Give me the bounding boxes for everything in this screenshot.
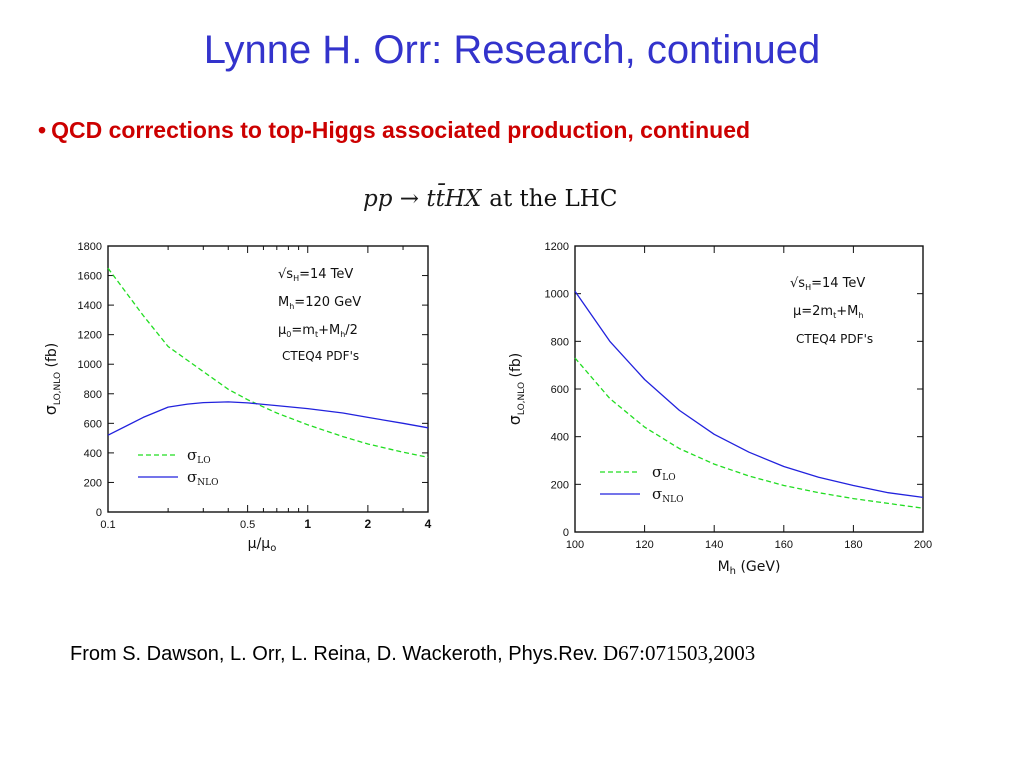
chart-higgs-mass-dependence: 0 200 400 600 800 1000 1200 100 120 140 160 180 200… [505, 241, 932, 577]
citation-ref: D67:071503,2003 [602, 641, 756, 665]
annotation-higgs-mass: Mh=120 GeV [278, 295, 361, 311]
chart-scale-dependence: 0 200 400 600 800 1000 1200 1400 1600 1800 0.1 0.5… [41, 241, 432, 554]
x-tick-label: 2 [365, 517, 372, 531]
legend-label-lo: σLO [652, 463, 676, 483]
annotation-pdf: CTEQ4 PDF's [282, 349, 359, 363]
y-tick-label: 400 [551, 432, 569, 444]
series-line-lo [574, 357, 924, 509]
y-title-unit: (fb) [508, 353, 524, 382]
series-line-lo [107, 267, 429, 458]
series-lines-left [107, 267, 429, 458]
y-tick-label: 800 [84, 389, 102, 401]
citation-text: From S. Dawson, L. Orr, L. Reina, D. Wac… [70, 643, 598, 665]
legend-left: σLO σNLO [138, 446, 218, 488]
x-axis-title-left: μ/μo [248, 536, 277, 554]
series-line-nlo [574, 290, 924, 499]
y-tick-label: 1200 [78, 330, 102, 342]
bullet-text: QCD corrections to top-Higgs associated … [51, 117, 751, 143]
x-axis-left: 0.1 0.5 1 2 4 [100, 246, 432, 531]
y-tick-label: 200 [551, 479, 569, 491]
legend-label-lo: σLO [187, 446, 211, 466]
process-location: at the LHC [489, 186, 618, 212]
y-tick-label: 1000 [78, 359, 102, 371]
x-tick-label: 0.1 [100, 519, 115, 531]
x-tick-label: 200 [914, 539, 932, 551]
bullet-icon: • [38, 117, 47, 143]
annotation-scale: μ0=mt+Mh/2 [278, 323, 358, 339]
x-axis-right: 100 120 140 160 180 200 [566, 246, 932, 551]
legend-right: σLO σNLO [600, 463, 683, 505]
y-tick-label: 600 [84, 418, 102, 430]
plot-frame [107, 245, 429, 513]
x-tick-label: 120 [635, 539, 653, 551]
x-axis-title-right: Mh (GeV) [718, 559, 781, 577]
y-title-sub: LO,NLO [517, 382, 527, 415]
x-tick-label: 1 [304, 517, 311, 531]
x-tick-label: 4 [425, 517, 432, 531]
y-tick-label: 1600 [78, 271, 102, 283]
y-title-sub: LO,NLO [53, 372, 63, 405]
series-line-nlo [107, 401, 429, 436]
x-tick-label: 160 [775, 539, 793, 551]
process-label: pp → tt̄HX [363, 186, 482, 212]
plot-area-left [107, 245, 429, 513]
y-axis-right: 0 200 400 600 800 1000 1200 [545, 241, 923, 539]
y-tick-label: 0 [563, 527, 569, 539]
annotation-scale: μ=2mt+Mh [793, 304, 863, 320]
bullet-item: • QCD corrections to top-Higgs associated… [38, 117, 750, 144]
annotation-box-left: √sH=14 TeV Mh=120 GeV μ0=mt+Mh/2 CTEQ4 P… [278, 267, 361, 363]
y-title-sigma: σ [41, 405, 60, 415]
y-tick-label: 400 [84, 448, 102, 460]
legend-label-nlo: σNLO [652, 485, 683, 505]
x-tick-label: 140 [705, 539, 723, 551]
plot-heading: pp → tt̄HX at the LHC [363, 186, 617, 212]
y-tick-label: 200 [84, 477, 102, 489]
y-tick-label: 0 [96, 507, 102, 519]
x-tick-label: 0.5 [240, 519, 255, 531]
y-tick-label: 1000 [545, 289, 569, 301]
y-tick-label: 1400 [78, 300, 102, 312]
y-axis-title-left: σLO,NLO (fb) [41, 343, 63, 416]
y-title-unit: (fb) [44, 343, 60, 372]
series-lines-right [574, 290, 924, 509]
citation: From S. Dawson, L. Orr, L. Reina, D. Wac… [70, 641, 755, 666]
annotation-box-right: √sH=14 TeV μ=2mt+Mh CTEQ4 PDF's [790, 276, 873, 346]
y-tick-label: 1200 [545, 241, 569, 253]
y-tick-label: 1800 [78, 241, 102, 253]
y-title-sigma: σ [505, 415, 524, 425]
annotation-energy: √sH=14 TeV [278, 267, 353, 283]
x-tick-label: 180 [844, 539, 862, 551]
y-axis-left: 0 200 400 600 800 1000 1200 1400 1600 1800 [78, 241, 428, 519]
slide-title: Lynne H. Orr: Research, continued [203, 28, 821, 72]
annotation-pdf: CTEQ4 PDF's [796, 332, 873, 346]
y-tick-label: 600 [551, 384, 569, 396]
annotation-energy: √sH=14 TeV [790, 276, 865, 292]
y-axis-title-right: σLO,NLO (fb) [505, 353, 527, 426]
y-tick-label: 800 [551, 336, 569, 348]
x-tick-label: 100 [566, 539, 584, 551]
legend-label-nlo: σNLO [187, 468, 218, 488]
